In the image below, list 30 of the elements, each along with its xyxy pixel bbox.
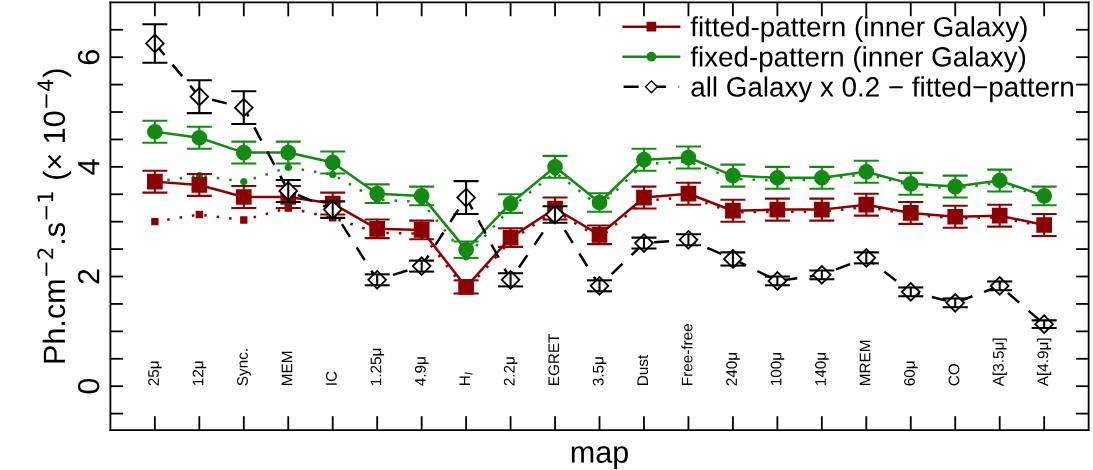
x-tick-label: 3.5μ [592,357,607,386]
x-tick-label: CO [948,364,960,386]
x-tick-label: 1.25μ [370,348,385,386]
x-tick-label: MEM [281,351,293,385]
x-axis-title: map [571,446,628,469]
legend-label: fitted-pattern (inner Galaxy) [690,16,1027,43]
x-tick-label: A[3.5μ] [992,338,1007,387]
x-tick-label: A[4.9μ] [1037,338,1052,387]
x-tick-label: 2.2μ [503,357,518,386]
x-tick-label: 12μ [192,361,207,386]
x-tick-label: IC [326,371,337,385]
x-tick-label: H$_{I}$ [459,372,473,385]
x-tick-label: MREM [859,340,871,385]
x-tick-label: Sync. [237,349,251,386]
legend-label: fixed-pattern (inner Galaxy) [690,46,1026,73]
x-tick-label: 4.9μ [414,357,429,386]
x-tick-label: 60μ [904,361,918,386]
y-tick-label: 6 [77,50,100,65]
x-tick-label: 240μ [726,353,740,386]
y-axis-title: Ph.cm$^{−2}$.s$^{−1}$ (× 10$^{−4}$) [37,69,72,363]
y-tick-label: 0 [77,378,100,394]
x-tick-label: 100μ [770,353,785,386]
x-tick-label: Dust [637,354,649,385]
x-tick-label: Free-free [681,324,693,385]
y-tick-label: 4 [78,159,100,175]
x-tick-label: 25μ [148,361,162,386]
x-tick-label: 140μ [815,353,829,386]
x-tick-label: EGRET [548,333,560,385]
y-tick-label: 2 [77,269,100,284]
legend-label: all Galaxy x 0.2 − fitted−pattern [691,76,1073,103]
